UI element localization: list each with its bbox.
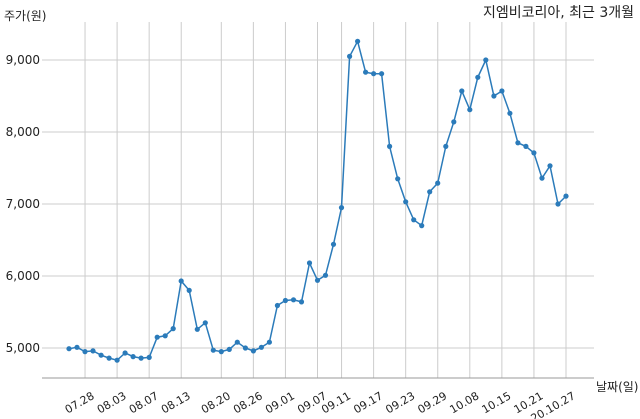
data-point	[106, 355, 112, 361]
data-point	[563, 193, 569, 199]
data-point	[483, 57, 489, 63]
data-point	[491, 93, 497, 99]
x-tick-label: 08.13	[159, 389, 193, 416]
y-axis-ticks: 5,000 6,000 7,000 8,000 9,000	[6, 53, 40, 355]
data-point	[234, 339, 240, 345]
x-tick-label: 09.23	[383, 389, 417, 416]
data-point	[427, 189, 433, 195]
data-point	[499, 88, 505, 94]
data-point	[475, 74, 481, 80]
data-point	[379, 71, 385, 77]
x-tick-label: 08.26	[231, 389, 265, 416]
data-point	[74, 344, 80, 350]
data-point	[282, 297, 288, 304]
data-point	[387, 143, 393, 149]
data-point	[347, 53, 353, 60]
price-series	[66, 38, 569, 363]
data-point	[322, 272, 329, 278]
data-point	[202, 320, 208, 326]
data-point	[194, 326, 200, 332]
data-point	[162, 333, 168, 339]
data-point	[314, 277, 321, 283]
chart-title: 지엠비코리아, 최근 3개월	[483, 5, 634, 21]
vertical-gridlines	[84, 22, 567, 378]
data-point	[210, 347, 216, 353]
data-point	[130, 354, 136, 360]
data-point	[363, 69, 369, 75]
data-point	[531, 150, 537, 156]
data-point	[250, 348, 256, 354]
data-point	[411, 217, 417, 223]
data-point	[330, 241, 337, 247]
data-point	[178, 278, 184, 284]
data-point	[547, 163, 553, 169]
data-point	[186, 287, 192, 293]
y-tick-label: 7,000	[6, 197, 40, 211]
data-point	[298, 299, 305, 305]
data-point	[419, 223, 425, 229]
data-point	[170, 326, 176, 332]
data-point	[146, 354, 152, 360]
data-point	[523, 143, 529, 149]
data-point	[138, 355, 144, 361]
x-tick-label: 08.03	[95, 389, 129, 416]
data-point	[435, 180, 441, 186]
data-point	[515, 140, 521, 146]
horizontal-gridlines	[42, 59, 594, 349]
data-point	[555, 201, 561, 207]
x-tick-label: 07.28	[63, 389, 97, 416]
data-point	[306, 260, 313, 266]
data-point	[114, 357, 120, 363]
data-point	[290, 297, 297, 303]
data-point	[395, 176, 401, 182]
y-axis-label: 주가(원)	[4, 9, 46, 23]
x-tick-label: 10.08	[448, 389, 482, 416]
x-axis-label: 날짜(일)	[596, 380, 638, 394]
data-point	[403, 199, 409, 205]
data-point	[218, 349, 224, 355]
data-point	[507, 110, 513, 116]
data-point	[122, 350, 128, 356]
x-tick-label: 10.15	[480, 389, 514, 416]
x-tick-label: 09.29	[415, 389, 449, 416]
y-tick-label: 5,000	[6, 341, 40, 355]
data-point	[459, 88, 465, 94]
data-point	[443, 143, 449, 149]
data-point	[467, 107, 473, 113]
data-point	[371, 71, 377, 77]
x-tick-label: 09.17	[351, 389, 385, 416]
x-tick-label: 09.01	[263, 389, 297, 416]
data-point	[98, 352, 104, 358]
x-tick-label: 08.07	[127, 389, 161, 416]
data-point	[66, 346, 72, 352]
data-point	[226, 346, 232, 352]
data-point	[258, 344, 264, 350]
data-point	[355, 38, 361, 44]
y-tick-label: 6,000	[6, 269, 40, 283]
x-tick-label: 08.20	[199, 389, 233, 416]
data-point	[82, 349, 88, 355]
data-point	[451, 119, 457, 125]
data-point	[266, 339, 272, 345]
data-point	[274, 302, 280, 309]
data-point	[242, 345, 248, 351]
data-point	[338, 205, 345, 211]
data-point	[154, 334, 160, 340]
data-point	[90, 348, 96, 354]
y-tick-label: 9,000	[6, 53, 40, 67]
y-tick-label: 8,000	[6, 125, 40, 139]
data-point	[539, 175, 545, 181]
